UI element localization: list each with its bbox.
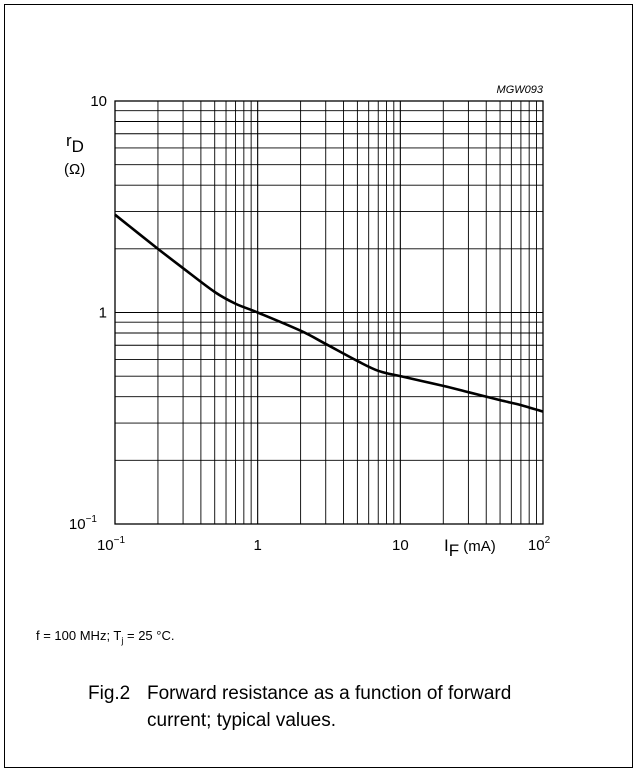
x-tick-label: 102 [528, 535, 551, 554]
figure-number: Fig.2 [88, 683, 131, 704]
y-tick-label: 10 [90, 93, 107, 110]
y-axis-symbol: r [66, 131, 72, 150]
x-tick-label: 10 [392, 537, 409, 554]
conditions-suffix: = 25 °C. [123, 628, 175, 643]
y-tick-label: 1 [99, 305, 107, 322]
tick-labels: 10−1 1 10 102 10−1 1 10 [69, 93, 551, 554]
conditions-subscript: j [121, 635, 124, 646]
y-axis-subscript: D [72, 137, 84, 156]
x-axis-label: IF (mA) [444, 536, 496, 560]
svg-text:IF (mA): IF (mA) [444, 536, 496, 560]
figure-frame [4, 4, 633, 768]
test-conditions: f = 100 MHz; Tj = 25 °C. [36, 628, 174, 646]
series-line [114, 213, 544, 413]
y-tick-label: 10−1 [69, 514, 98, 533]
x-tick-label: 10−1 [97, 535, 126, 554]
y-axis-unit: (Ω) [64, 161, 85, 178]
svg-text:rD: rD [66, 131, 84, 156]
conditions-prefix: f = 100 MHz; T [36, 628, 122, 643]
series-layer [114, 213, 544, 413]
y-axis-label: rD (Ω) [64, 131, 85, 178]
plot-area [114, 100, 544, 525]
figure-code: MGW093 [497, 84, 544, 96]
x-axis-symbol: I [444, 536, 449, 555]
x-axis-subscript: F [449, 541, 459, 560]
caption-text: Forward resistance as a function of forw… [147, 683, 512, 731]
grid [115, 101, 543, 524]
x-tick-label: 1 [253, 537, 261, 554]
x-axis-unit: (mA) [459, 538, 496, 555]
